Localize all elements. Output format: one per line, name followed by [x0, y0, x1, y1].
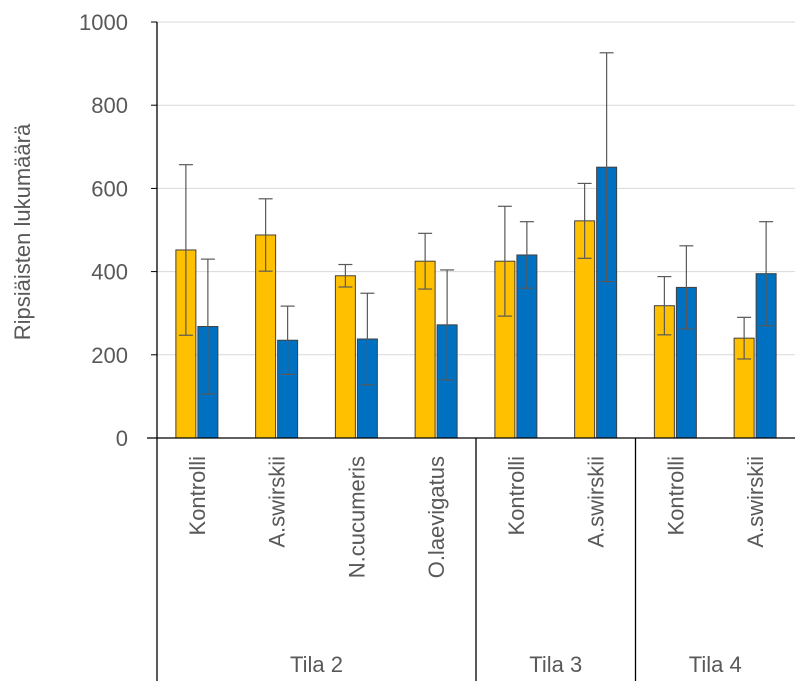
y-tick-label: 600 — [91, 176, 128, 201]
y-axis-label: Ripsiäisten lukumäärä — [10, 123, 35, 340]
error-bars — [178, 52, 774, 395]
x-category-label: A.swirskii — [743, 456, 768, 548]
x-group-labels: Tila 2 Tila 3 Tila 4 — [290, 438, 742, 681]
x-category-label: O.laevigatus — [424, 456, 449, 578]
x-category-label: N.cucumeris — [344, 456, 369, 578]
x-category-label: A.swirskii — [584, 456, 609, 548]
y-tick-label: 1000 — [79, 10, 128, 35]
gridlines — [157, 21, 795, 356]
x-group-label: Tila 3 — [529, 652, 582, 677]
x-category-labels: Kontrolli A.swirskii N.cucumeris O.laevigat… — [185, 456, 768, 578]
x-category-label: Kontrolli — [504, 456, 529, 535]
y-tick-labels: 0 200 400 600 800 1000 — [79, 10, 128, 451]
y-tick-label: 400 — [91, 260, 128, 285]
axes — [147, 21, 795, 681]
x-category-label: A.swirskii — [265, 456, 290, 548]
x-category-label: Kontrolli — [185, 456, 210, 535]
x-category-label: Kontrolli — [663, 456, 688, 535]
x-group-label: Tila 2 — [290, 652, 343, 677]
x-group-label: Tila 4 — [689, 652, 742, 677]
y-tick-label: 200 — [91, 343, 128, 368]
y-tick-label: 0 — [116, 426, 128, 451]
bar — [334, 275, 356, 439]
y-tick-label: 800 — [91, 93, 128, 118]
